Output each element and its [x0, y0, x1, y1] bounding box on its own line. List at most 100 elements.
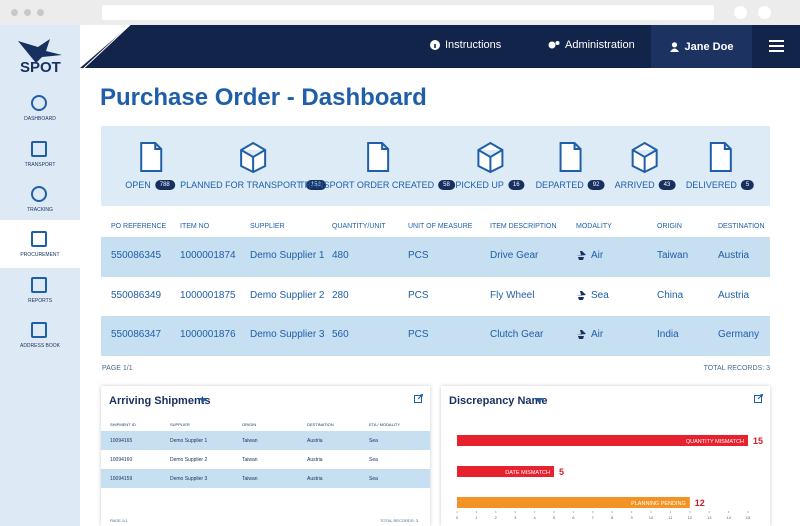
- table-cell: PCS: [408, 329, 429, 340]
- status-icon: [240, 141, 266, 174]
- logo-notch: [80, 25, 131, 68]
- column-header: SHIPMENT ID: [110, 422, 136, 427]
- cell-text: Air: [591, 329, 604, 340]
- table-cell: Taiwan: [657, 250, 688, 261]
- table-row[interactable]: 10094159 Demo Supplier 3 Taiwan Austria Sea: [101, 469, 430, 488]
- column-header: DESTINATION: [307, 422, 334, 427]
- x-tick-label: 3: [514, 515, 517, 520]
- table-cell: 550086345: [111, 250, 161, 261]
- x-tick-label: 1: [475, 515, 478, 520]
- x-tick-label: 14: [726, 515, 731, 520]
- dropdown-caret[interactable]: [535, 398, 543, 403]
- table-cell: 280: [332, 290, 349, 301]
- nav-icon: [31, 95, 47, 111]
- table-cell: 560: [332, 329, 349, 340]
- table-row[interactable]: 550086349 1000001875 Demo Supplier 2 280 PCS…: [101, 276, 770, 316]
- table-cell: 10094159: [110, 476, 133, 482]
- cell-text: Germany: [718, 329, 760, 340]
- table-cell: 1000001874: [180, 250, 236, 261]
- bar: [457, 466, 554, 477]
- user-menu[interactable]: Jane Doe: [651, 25, 752, 68]
- table-cell: 550086349: [111, 290, 161, 301]
- table-row[interactable]: 550086345 1000001874 Demo Supplier 1 480 PCS…: [101, 237, 770, 277]
- column-header: ITEM DESCRIPTION: [490, 223, 557, 230]
- status-row: OPEN 788: [125, 180, 175, 190]
- x-tick-label: 13: [707, 515, 712, 520]
- cell-text: Drive Gear: [490, 250, 539, 261]
- logo-bird: [18, 39, 62, 63]
- instructions-link[interactable]: Instructions: [430, 39, 501, 51]
- status-row: TRANSPORT ORDER CREATED 58: [299, 180, 455, 190]
- status-label: DELIVERED: [685, 180, 737, 190]
- status-item[interactable]: ARRIVED 43: [615, 140, 676, 190]
- cell-text: Demo Supplier 3: [250, 329, 325, 340]
- status-icon: [367, 142, 389, 172]
- total-records: TOTAL RECORDS: 3: [380, 518, 418, 523]
- table-row[interactable]: 10094165 Demo Supplier 1 Taiwan Austria Sea: [101, 431, 430, 450]
- column-header: PO REFERENCE: [111, 223, 167, 230]
- column-header: SUPPLIER: [250, 223, 285, 230]
- nav-icon: [31, 322, 47, 338]
- cell-text: 480: [332, 250, 349, 261]
- browser-button[interactable]: [758, 6, 771, 19]
- top-bar: Instructions Administration Jane Doe: [80, 25, 800, 68]
- cell-text: Taiwan: [657, 250, 689, 261]
- status-count: 16: [507, 180, 525, 190]
- status-item[interactable]: OPEN 788: [125, 140, 175, 190]
- bar-category: QUANTITY MISMATCH: [686, 439, 744, 445]
- status-item[interactable]: PLANNED FOR TRANSPORT 153: [180, 140, 326, 190]
- cell-text: PCS: [408, 329, 429, 340]
- table-row[interactable]: 550086347 1000001876 Demo Supplier 3 560 PCS…: [101, 316, 770, 356]
- column-header: UNIT OF MEASURE: [408, 223, 473, 230]
- table-cell: China: [657, 290, 683, 301]
- status-count: 92: [587, 180, 605, 190]
- status-item[interactable]: TRANSPORT ORDER CREATED 58: [299, 140, 455, 190]
- status-item[interactable]: DELIVERED 5: [685, 140, 755, 190]
- page-info: PAGE 1/1: [110, 518, 128, 523]
- bar: [457, 435, 748, 446]
- status-label: DEPARTED: [535, 180, 584, 190]
- card-title: Arriving Shipments: [109, 395, 211, 407]
- open-icon[interactable]: [754, 394, 763, 403]
- cell-text: 550086347: [111, 329, 162, 340]
- sidebar: SPOT DASHBOARD TRANSPORT TRACKING PROCUREME…: [0, 25, 80, 526]
- status-icon: [710, 142, 732, 172]
- status-item[interactable]: PICKED UP 16: [455, 140, 525, 190]
- table-cell: Drive Gear: [490, 250, 538, 261]
- address-bar[interactable]: [102, 5, 714, 20]
- hamburger[interactable]: [769, 40, 784, 52]
- status-count: 788: [154, 180, 175, 190]
- status-icon: [476, 141, 503, 174]
- status-item[interactable]: DEPARTED 92: [536, 140, 605, 190]
- dropdown-caret[interactable]: [199, 398, 207, 403]
- open-icon[interactable]: [414, 394, 423, 403]
- user-icon: [669, 41, 679, 52]
- column-header: ETA / MODALITY: [369, 422, 401, 427]
- cell-text: 550086349: [111, 289, 162, 301]
- table-cell: Taiwan: [242, 476, 258, 482]
- x-tick-label: 5: [553, 515, 556, 520]
- table-cell: Demo Supplier 3: [170, 476, 208, 482]
- column-header: ORIGIN: [242, 422, 257, 427]
- dot: [11, 9, 18, 16]
- x-tick-label: 10: [649, 515, 654, 520]
- administration-link[interactable]: Administration: [548, 39, 635, 51]
- icon-shape: [576, 330, 586, 339]
- table-row[interactable]: 10094160 Demo Supplier 2 Taiwan Austria Sea: [101, 450, 430, 469]
- icon-shape: [140, 142, 162, 172]
- table-cell: 550086347: [111, 329, 161, 340]
- status-label: TRANSPORT ORDER CREATED: [299, 180, 435, 190]
- cell-text: Clutch Gear: [490, 329, 544, 340]
- browser-button[interactable]: [734, 6, 747, 19]
- table-cell: Taiwan: [242, 457, 258, 463]
- status-icon: [560, 142, 582, 172]
- cell-text: 1000001875: [180, 289, 236, 301]
- table-cell: Austria: [718, 290, 749, 301]
- status-count: 153: [305, 180, 326, 190]
- nav-label: TRACKING: [27, 207, 53, 213]
- modality-icon: [576, 290, 586, 300]
- card-title: Discrepancy Name: [449, 395, 548, 407]
- status-count: 43: [658, 180, 676, 190]
- cell-text: PCS: [408, 289, 429, 301]
- status-count: 5: [740, 180, 755, 190]
